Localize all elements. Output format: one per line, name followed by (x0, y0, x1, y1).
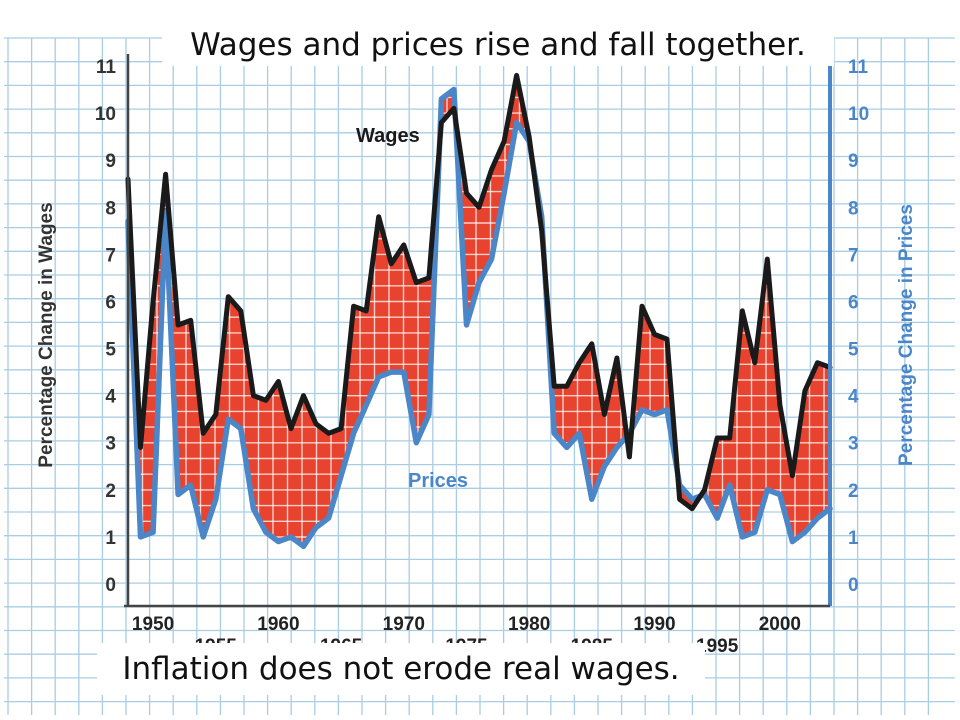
right-y-tick-label: 10 (848, 104, 869, 125)
right-y-tick-label: 6 (848, 292, 859, 313)
x-tick-label-lower: 1995 (696, 636, 739, 657)
prices-line (125, 86, 833, 550)
gap-fill (128, 75, 830, 547)
left-y-tick-label: 11 (96, 57, 117, 78)
right-y-tick-label: 9 (848, 151, 859, 172)
grid (4, 37, 955, 715)
right-y-tick-label: 11 (848, 57, 869, 78)
right-y-tick-label: 5 (848, 340, 859, 361)
series-lines (125, 72, 833, 550)
prices-series-label: Prices (408, 470, 468, 492)
left-y-tick-label: 1 (105, 528, 116, 549)
right-axis-title: Percentage Change in Prices (896, 204, 917, 466)
left-y-tick-label: 5 (105, 340, 116, 361)
left-y-tick-label: 2 (105, 481, 116, 502)
left-axis-title: Percentage Change in Wages (36, 202, 57, 467)
right-y-tick-label: 1 (848, 528, 859, 549)
right-y-tick-label: 4 (848, 387, 859, 408)
wage-price-gap-area (128, 75, 830, 547)
left-y-tick-label: 4 (105, 387, 116, 408)
x-tick-label: 1970 (383, 614, 425, 635)
left-y-tick-label: 3 (105, 434, 116, 455)
wages-series-label: Wages (356, 125, 420, 147)
left-y-tick-label: 8 (105, 198, 116, 219)
right-y-tick-label: 8 (848, 198, 859, 219)
right-y-tick-label: 0 (848, 575, 859, 596)
x-tick-label: 1960 (257, 614, 299, 635)
x-tick-label: 2000 (759, 614, 801, 635)
left-y-tick-label: 7 (105, 245, 116, 266)
right-y-tick-label: 7 (848, 245, 859, 266)
left-y-tick-label: 9 (105, 151, 116, 172)
wages-line (125, 72, 833, 512)
left-y-tick-label: 6 (105, 292, 116, 313)
axes (124, 54, 832, 608)
x-tick-label: 1980 (508, 614, 550, 635)
x-tick-label: 1990 (633, 614, 675, 635)
left-y-tick-label: 10 (95, 104, 116, 125)
left-y-tick-label: 0 (105, 575, 116, 596)
right-y-tick-label: 2 (848, 481, 859, 502)
x-tick-label: 1950 (132, 614, 174, 635)
right-y-tick-label: 3 (848, 434, 859, 455)
top-caption: Wages and prices rise and fall together. (162, 24, 834, 66)
bottom-caption: Inflation does not erode real wages. (97, 643, 705, 695)
